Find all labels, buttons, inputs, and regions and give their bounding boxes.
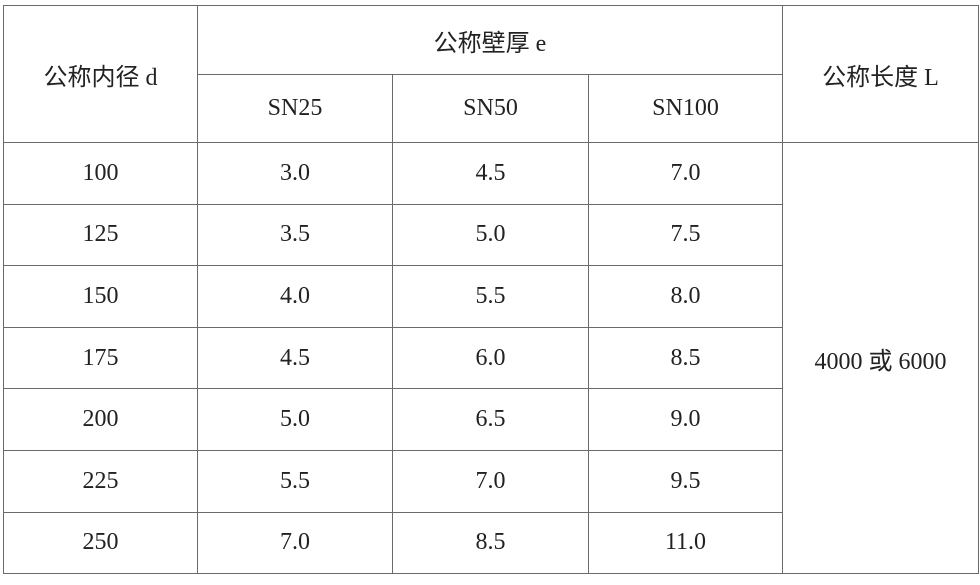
cell-d: 150 xyxy=(3,265,198,328)
cell-sn50: 4.5 xyxy=(392,142,589,205)
cell-d: 125 xyxy=(3,203,198,267)
cell-sn25: 7.0 xyxy=(197,511,393,575)
cell-d: 250 xyxy=(3,511,198,575)
header-wall-thickness: 公称壁厚 e xyxy=(197,5,783,75)
table-row: 250 7.0 8.5 11.0 xyxy=(3,511,979,575)
header-diameter: 公称内径 d xyxy=(3,5,198,143)
header-length: 公称长度 L xyxy=(782,5,979,143)
cell-sn50: 5.5 xyxy=(392,265,589,328)
cell-sn25: 5.5 xyxy=(197,449,393,513)
header-sn25: SN25 xyxy=(197,74,393,143)
cell-sn50: 6.5 xyxy=(392,388,589,451)
cell-sn100: 9.5 xyxy=(588,449,783,513)
cell-sn100: 8.5 xyxy=(588,326,783,390)
cell-sn100: 9.0 xyxy=(588,388,783,451)
cell-d: 175 xyxy=(3,326,198,390)
cell-length: 4000 或 6000 xyxy=(782,141,979,575)
cell-sn25: 3.0 xyxy=(197,142,393,205)
pipe-spec-table: 公称内径 d 公称壁厚 e 公称长度 L SN25 SN50 SN100 100… xyxy=(3,5,979,575)
cell-sn25: 5.0 xyxy=(197,388,393,451)
cell-sn25: 4.5 xyxy=(197,326,393,390)
cell-d: 225 xyxy=(3,449,198,513)
cell-sn100: 11.0 xyxy=(588,511,783,575)
header-sn100: SN100 xyxy=(588,74,783,143)
cell-sn50: 8.5 xyxy=(392,511,589,575)
cell-sn25: 4.0 xyxy=(197,265,393,328)
cell-d: 200 xyxy=(3,388,198,451)
cell-d: 100 xyxy=(3,142,198,205)
table-row: 175 4.5 6.0 8.5 xyxy=(3,326,979,390)
header-sn50: SN50 xyxy=(392,74,589,143)
cell-sn100: 8.0 xyxy=(588,265,783,328)
table-row: 225 5.5 7.0 9.5 xyxy=(3,449,979,513)
table-row: 100 3.0 4.5 7.0 4000 或 6000 xyxy=(3,141,979,575)
cell-sn50: 5.0 xyxy=(392,203,589,267)
cell-sn50: 6.0 xyxy=(392,326,589,390)
cell-sn100: 7.5 xyxy=(588,203,783,267)
cell-sn25: 3.5 xyxy=(197,203,393,267)
cell-sn100: 7.0 xyxy=(588,142,783,205)
cell-sn50: 7.0 xyxy=(392,449,589,513)
table-row: 200 5.0 6.5 9.0 xyxy=(3,388,979,451)
